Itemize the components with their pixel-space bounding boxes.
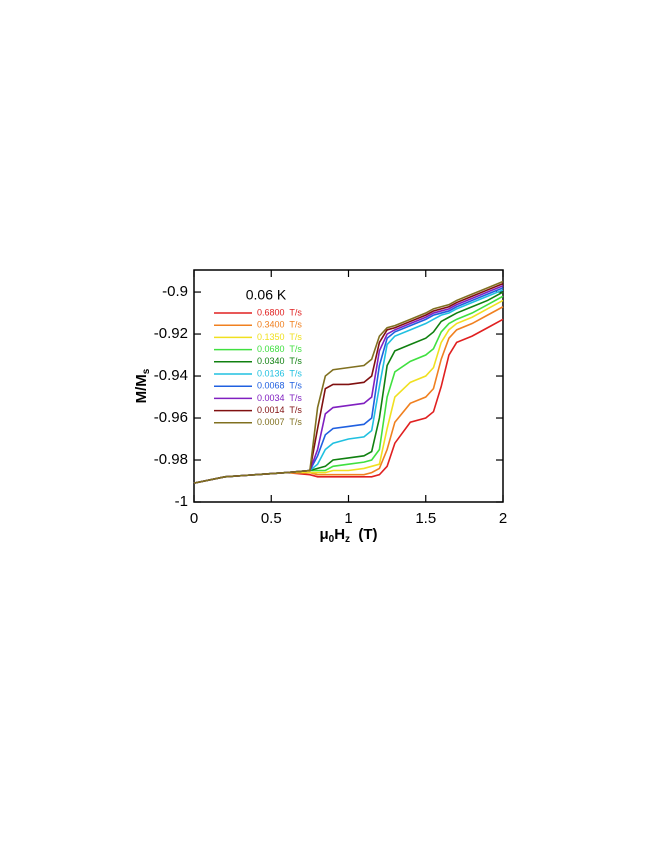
y-tick-label: -0.94 bbox=[154, 367, 188, 384]
y-tick-label: -0.96 bbox=[154, 409, 188, 426]
x-tick-label: 0.5 bbox=[261, 510, 282, 527]
legend-label: 0.0014 T/s bbox=[257, 405, 302, 415]
y-label-part: s bbox=[141, 368, 152, 374]
legend-label: 0.0680 T/s bbox=[257, 344, 302, 354]
x-label: μ0Hz (T) bbox=[319, 526, 377, 545]
legend-label: 0.1350 T/s bbox=[257, 332, 302, 342]
x-label-part: (T) bbox=[350, 526, 378, 543]
x-tick-label: 1 bbox=[344, 510, 352, 527]
legend-label: 0.0136 T/s bbox=[257, 368, 302, 378]
y-label-part: M/M bbox=[133, 374, 150, 403]
y-tick-label: -1 bbox=[175, 493, 188, 510]
x-label-part: z bbox=[345, 534, 350, 545]
legend-label: 0.6800 T/s bbox=[257, 307, 302, 317]
x-tick-label: 1.5 bbox=[415, 510, 436, 527]
legend-label: 0.0340 T/s bbox=[257, 356, 302, 366]
chart-title: 0.06 K bbox=[246, 287, 287, 303]
x-label-part: H bbox=[334, 526, 345, 543]
x-label-part: μ bbox=[319, 526, 328, 543]
y-label: M/Ms bbox=[133, 368, 152, 403]
x-tick-label: 2 bbox=[499, 510, 507, 527]
legend-label: 0.3400 T/s bbox=[257, 320, 302, 330]
y-tick-label: -0.9 bbox=[162, 283, 188, 300]
series-line bbox=[193, 306, 504, 484]
series-line bbox=[193, 318, 504, 484]
series-line bbox=[193, 299, 504, 484]
x-tick-label: 0 bbox=[190, 510, 198, 527]
x-label-part: 0 bbox=[329, 534, 335, 545]
legend-label: 0.0007 T/s bbox=[257, 417, 302, 427]
series-line bbox=[193, 291, 504, 484]
y-tick-label: -0.98 bbox=[154, 451, 188, 468]
y-tick-label: -0.92 bbox=[154, 325, 188, 342]
legend-label: 0.0034 T/s bbox=[257, 393, 302, 403]
series-line bbox=[193, 280, 504, 484]
legend-label: 0.0068 T/s bbox=[257, 381, 302, 391]
